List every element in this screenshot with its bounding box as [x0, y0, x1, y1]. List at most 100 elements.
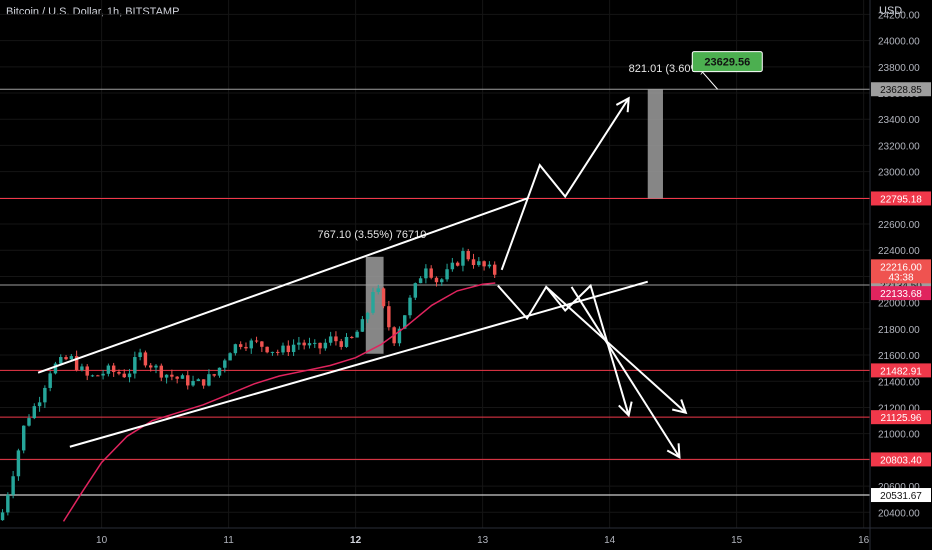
candle-body: [133, 357, 137, 374]
candle-body: [461, 251, 465, 266]
candle-body: [207, 374, 211, 386]
candle-body: [455, 262, 460, 266]
moving-average-line: [62, 282, 496, 522]
candle-body: [429, 268, 433, 278]
candle-body: [106, 365, 111, 374]
y-tick-label: 24000.00: [878, 37, 920, 48]
horizontal-levels: [0, 88, 870, 496]
channel-line: [69, 280, 649, 448]
candle-body: [302, 342, 306, 346]
candle-body: [471, 259, 476, 266]
candle-body: [96, 375, 100, 377]
callout-pointer: [699, 69, 718, 90]
candle-body: [260, 341, 264, 347]
candle-body: [64, 357, 68, 360]
x-tick-label: 10: [96, 535, 108, 546]
candle-body: [154, 365, 158, 368]
channel-line: [37, 197, 528, 374]
level-price-label: 20531.67: [880, 491, 922, 502]
y-tick-label: 22400.00: [878, 246, 920, 257]
candle-body: [482, 261, 486, 267]
candle-body: [122, 373, 126, 378]
arrow-head: [666, 443, 681, 460]
y-tick-label: 23400.00: [878, 115, 920, 126]
candle-body: [37, 402, 42, 407]
candle-body: [223, 360, 227, 368]
last-price-tag: [871, 259, 931, 284]
candle-body: [48, 373, 52, 388]
x-tick-label: 15: [731, 535, 743, 546]
arrow-head: [618, 401, 633, 418]
candle-body: [371, 292, 375, 313]
level-price-tag: [871, 191, 931, 206]
candle-body: [318, 342, 322, 349]
y-tick-label: 24200.00: [878, 10, 920, 21]
candle-body: [85, 366, 89, 376]
candle-body: [434, 277, 439, 283]
level-price-tag: [871, 82, 931, 97]
x-tick-label: 13: [477, 535, 489, 546]
candle-body: [201, 379, 206, 386]
candle-body: [355, 331, 359, 338]
candle-body: [127, 373, 132, 378]
candle-body: [403, 315, 407, 329]
candle-body: [307, 343, 312, 346]
candle-body: [6, 494, 10, 513]
level-price-label: 20803.40: [880, 455, 922, 466]
trend-drawings: 23629.56: [37, 51, 763, 460]
candle-body: [334, 336, 338, 342]
bar-countdown-label: 43:38: [888, 272, 913, 283]
moving-average: [62, 282, 496, 522]
currency-label: USD: [879, 5, 903, 17]
candle-body: [276, 351, 280, 353]
candle-body: [445, 269, 449, 280]
candle-body: [424, 268, 428, 279]
y-tick-label: 23000.00: [878, 168, 920, 179]
candle-body: [360, 319, 365, 332]
candle-body: [138, 352, 142, 358]
projection-path: [570, 286, 681, 458]
candle-body: [0, 512, 5, 521]
candle-body: [43, 387, 47, 403]
candle-body: [265, 346, 269, 353]
last-price-label: 22216.00: [880, 262, 922, 273]
candle-body: [376, 288, 380, 293]
x-tick-label: 11: [223, 535, 234, 546]
candle-body: [450, 262, 455, 270]
y-tick-label: 21600.00: [878, 351, 920, 362]
candle-body: [466, 251, 470, 260]
candle-body: [365, 312, 370, 320]
y-tick-label: 21000.00: [878, 430, 920, 441]
time-axis[interactable]: 10 11 12 13 14 15 16: [0, 527, 932, 546]
candle-body: [492, 264, 497, 275]
level-price-label: 21482.91: [880, 366, 922, 377]
candle-body: [111, 365, 116, 372]
projection-path: [500, 97, 630, 271]
candle-body: [32, 406, 37, 419]
candle-body: [90, 375, 95, 377]
candle-body: [212, 374, 216, 376]
candle-body: [148, 365, 153, 368]
candle-body: [74, 356, 79, 371]
range-box: [647, 89, 663, 199]
level-price-tag: [871, 410, 931, 425]
candle-body: [164, 374, 169, 378]
x-tick-label: 12: [350, 535, 362, 546]
candle-body: [487, 264, 492, 267]
y-tick-label: 21400.00: [878, 377, 920, 388]
candle-body: [244, 346, 248, 349]
candle-body: [233, 344, 238, 354]
x-tick-label: 16: [858, 535, 870, 546]
candle-body: [339, 341, 343, 347]
candle-body: [297, 342, 301, 345]
candle-body: [196, 379, 201, 381]
candle-body: [159, 365, 164, 378]
candle-body: [186, 375, 190, 386]
candle-body: [21, 425, 26, 451]
level-price-tag: [871, 363, 931, 378]
candle-body: [27, 418, 31, 426]
y-tick-label: 20400.00: [878, 508, 920, 519]
candle-body: [350, 336, 354, 338]
